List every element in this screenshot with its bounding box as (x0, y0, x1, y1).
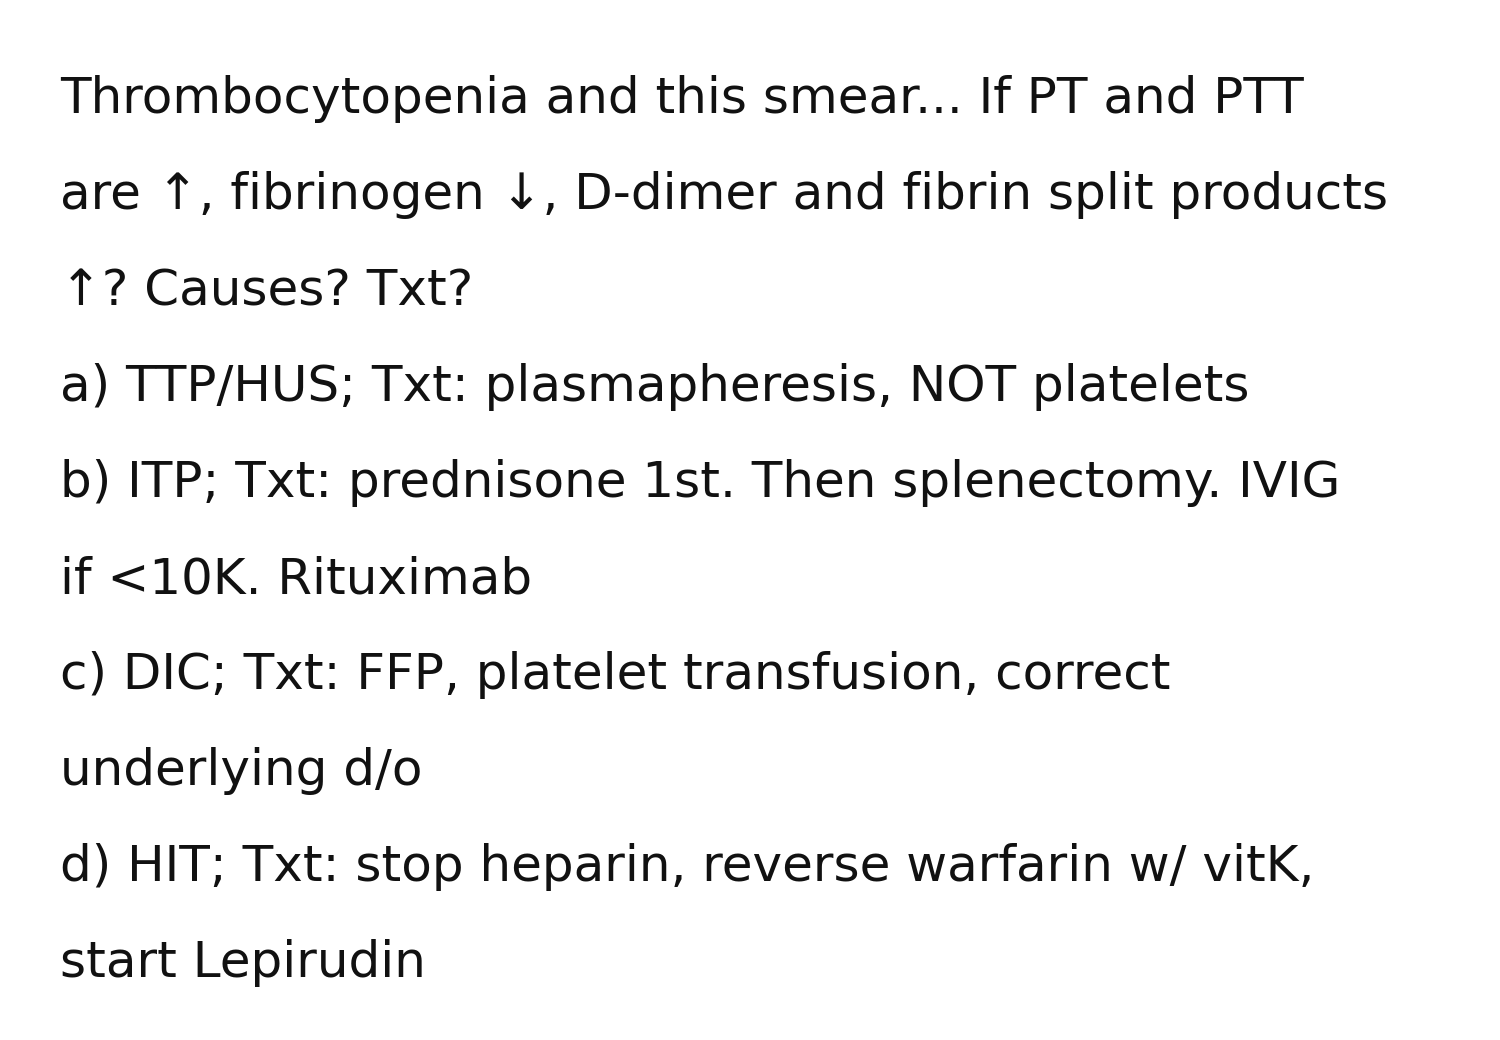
Text: b) ITP; Txt: prednisone 1st. Then splenectomy. IVIG: b) ITP; Txt: prednisone 1st. Then splene… (60, 459, 1341, 506)
Text: underlying d/o: underlying d/o (60, 747, 423, 795)
Text: are ↑, fibrinogen ↓, D-dimer and fibrin split products: are ↑, fibrinogen ↓, D-dimer and fibrin … (60, 171, 1388, 219)
Text: a) TTP/HUS; Txt: plasmapheresis, NOT platelets: a) TTP/HUS; Txt: plasmapheresis, NOT pla… (60, 363, 1250, 411)
Text: c) DIC; Txt: FFP, platelet transfusion, correct: c) DIC; Txt: FFP, platelet transfusion, … (60, 651, 1170, 699)
Text: Thrombocytopenia and this smear... If PT and PTT: Thrombocytopenia and this smear... If PT… (60, 75, 1304, 123)
Text: d) HIT; Txt: stop heparin, reverse warfarin w/ vitK,: d) HIT; Txt: stop heparin, reverse warfa… (60, 843, 1314, 891)
Text: start Lepirudin: start Lepirudin (60, 939, 426, 987)
Text: if <10K. Rituximab: if <10K. Rituximab (60, 555, 532, 603)
Text: ↑? Causes? Txt?: ↑? Causes? Txt? (60, 267, 474, 315)
